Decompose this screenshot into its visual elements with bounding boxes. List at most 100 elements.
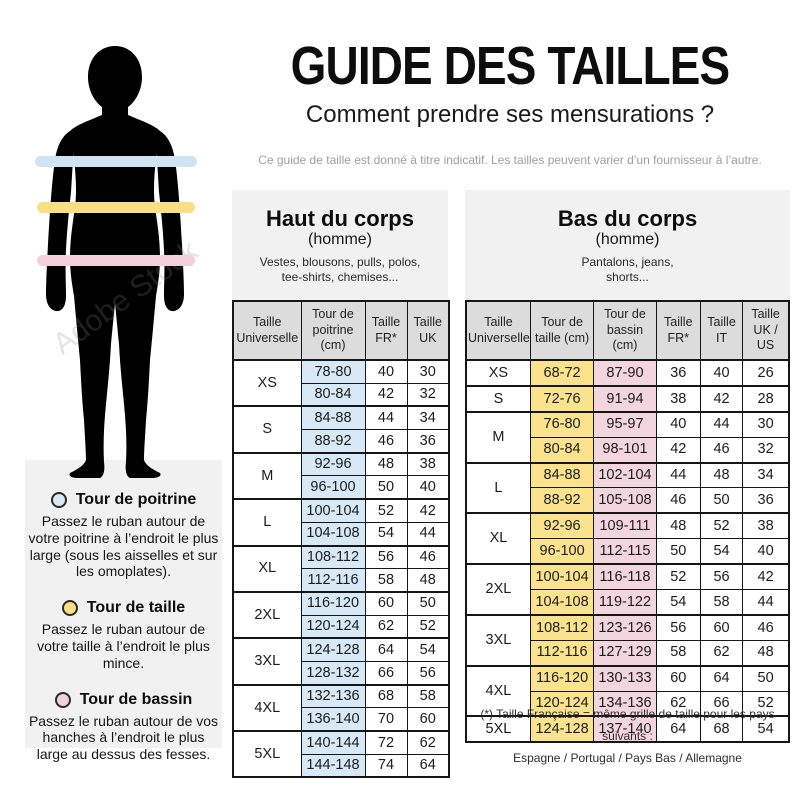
table-header-row: Taille Universelle Tour de taille (cm) Tou…: [465, 300, 790, 361]
value-cell: 92-96: [300, 451, 366, 477]
panel-garment-list: Vestes, blousons, pulls, polos, tee-shir…: [259, 254, 421, 284]
hip-band: [37, 255, 195, 266]
panel-title: Bas du corps: [557, 206, 698, 231]
value-cell: 62: [406, 729, 450, 755]
value-cell: 46: [406, 544, 450, 570]
column-header: Taille FR*: [364, 300, 408, 361]
value-cell: 52: [742, 690, 790, 717]
value-cell: 54: [655, 589, 701, 616]
column-header: Taille Universelle: [465, 300, 531, 361]
value-cell: 74: [364, 753, 408, 778]
value-cell: 116-120: [300, 590, 366, 616]
size-cell: S: [232, 405, 302, 454]
hip-color-dot-icon: [54, 691, 71, 708]
value-cell: 34: [742, 461, 790, 489]
value-cell: 96-100: [300, 475, 366, 500]
panel-subtitle: (homme): [595, 231, 660, 248]
value-cell: 116-118: [593, 563, 657, 591]
table-row: 2XL 116-120 60 50: [232, 590, 450, 639]
size-cell: XL: [465, 512, 531, 565]
size-cell: M: [465, 410, 531, 464]
value-cell: 76-80: [529, 410, 595, 438]
table-row: XL 108-112 56 46: [232, 544, 450, 593]
table-row: 3XL 108-112 123-126 56 60 46: [465, 613, 790, 667]
table-row: 3XL 124-128 64 54: [232, 637, 450, 686]
value-cell: 40: [655, 410, 701, 438]
value-cell: 52: [364, 498, 408, 523]
disclaimer-note: Ce guide de taille est donné à titre ind…: [258, 152, 762, 167]
value-cell: 52: [406, 614, 450, 639]
value-cell: 56: [699, 563, 744, 591]
value-cell: 112-116: [300, 568, 366, 593]
value-cell: 104-108: [529, 589, 595, 616]
value-cell: 95-97: [593, 410, 657, 438]
value-cell: 48: [406, 568, 450, 593]
table-header-row: Taille Universelle Tour de poitrine (cm) T…: [232, 300, 450, 361]
size-cell: 5XL: [232, 729, 302, 778]
table-row: 104-108 54 44: [233, 521, 450, 547]
value-cell: 60: [699, 613, 744, 641]
value-cell: 64: [406, 753, 450, 778]
value-cell: 56: [364, 544, 408, 570]
value-cell: 44: [699, 410, 744, 438]
column-header: Taille UK / US: [742, 300, 790, 361]
value-cell: 36: [406, 429, 450, 454]
table-row: 80-84 98-101 42 46 32: [466, 436, 790, 464]
value-cell: 38: [406, 451, 450, 477]
table-row: M 76-80 95-97 40 44 30: [465, 410, 790, 464]
value-cell: 84-88: [300, 405, 366, 431]
footnote-line-1: (*) Taille Française = même grille de ta…: [480, 707, 775, 744]
footnote-line-2: Espagne / Portugal / Pays Bas / Allemagn…: [513, 751, 742, 766]
value-cell: 32: [742, 436, 790, 464]
table-row: 5XL 140-144 72 62: [232, 729, 450, 778]
column-header: Tour de poitrine (cm): [300, 300, 366, 361]
value-cell: 100-104: [529, 563, 595, 591]
value-cell: 36: [655, 359, 701, 387]
table-row: 144-148 74 64: [233, 753, 450, 778]
size-cell: 3XL: [232, 637, 302, 686]
value-cell: 44: [655, 461, 701, 489]
value-cell: 108-112: [300, 544, 366, 570]
panel-subtitle: (homme): [307, 231, 372, 248]
value-cell: 58: [364, 568, 408, 593]
size-cell: XL: [232, 544, 302, 593]
value-cell: 40: [742, 538, 790, 565]
table-row: XS 78-80 40 30: [232, 358, 450, 407]
page-subtitle: Comment prendre ses mensurations ?: [305, 100, 715, 128]
size-cell: 2XL: [232, 590, 302, 639]
value-cell: 56: [655, 613, 701, 641]
size-cell: 4XL: [232, 683, 302, 732]
value-cell: 38: [742, 512, 790, 540]
value-cell: 98-101: [593, 436, 657, 464]
value-cell: 52: [699, 512, 744, 540]
value-cell: 105-108: [593, 487, 657, 514]
column-header: Taille Universelle: [232, 300, 302, 361]
size-cell: 2XL: [465, 563, 531, 616]
size-cell: 3XL: [465, 613, 531, 667]
value-cell: 30: [742, 410, 790, 438]
legend-title: Tour de poitrine: [75, 491, 197, 508]
value-cell: 60: [406, 707, 450, 732]
value-cell: 119-122: [593, 589, 657, 616]
column-header: Tour de bassin (cm): [593, 300, 657, 361]
value-cell: 40: [406, 475, 450, 500]
value-cell: 54: [364, 521, 408, 547]
footnote: (*) Taille Française = même grille de ta…: [465, 703, 790, 770]
value-cell: 38: [655, 384, 701, 413]
panel-bas-du-corps: Bas du corps (homme) Pantalons, jeans, s…: [465, 190, 790, 300]
value-cell: 124-128: [529, 715, 595, 743]
value-cell: 46: [742, 613, 790, 641]
table-row: 112-116 58 48: [233, 568, 450, 593]
value-cell: 70: [364, 707, 408, 732]
table-row: M 92-96 48 38: [232, 451, 450, 500]
column-header: Tour de taille (cm): [529, 300, 595, 361]
value-cell: 72: [364, 729, 408, 755]
value-cell: 88-92: [529, 487, 595, 514]
size-cell: M: [232, 451, 302, 500]
value-cell: 108-112: [529, 613, 595, 641]
table-row: 2XL 100-104 116-118 52 56 42: [465, 563, 790, 616]
value-cell: 46: [655, 487, 701, 514]
panel-haut-du-corps: Haut du corps (homme) Vestes, blousons, …: [232, 190, 448, 300]
value-cell: 34: [406, 405, 450, 431]
size-cell: S: [465, 384, 531, 413]
